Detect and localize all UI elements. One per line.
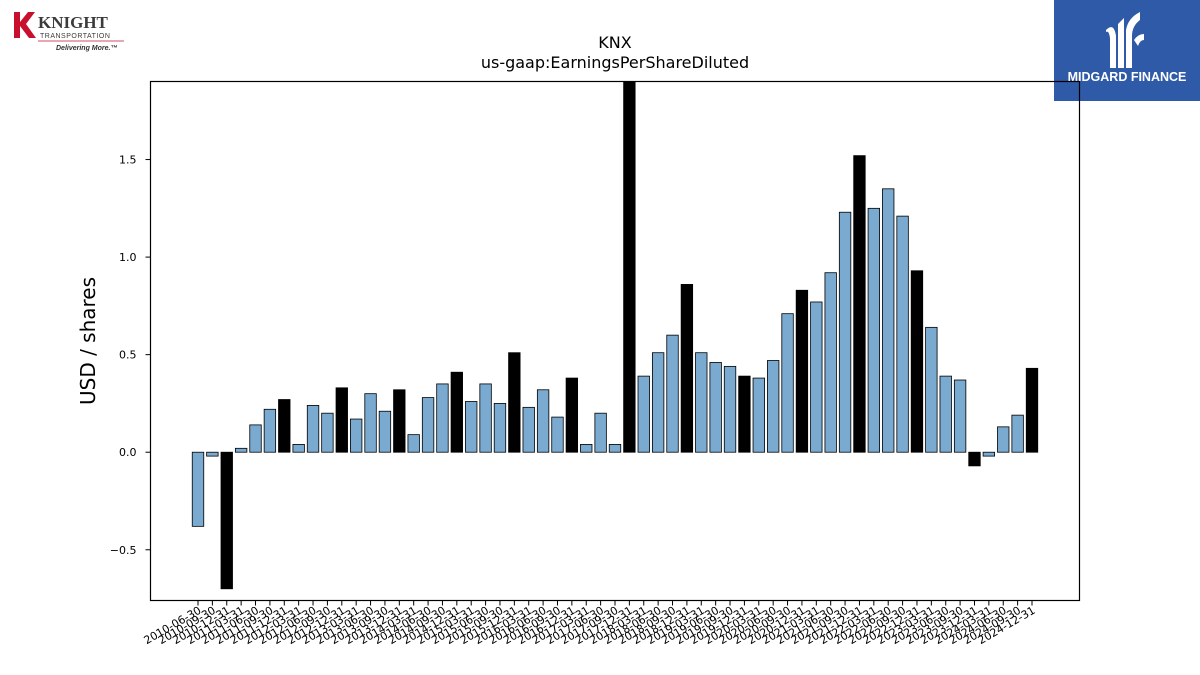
- chart-subtitle: us-gaap:EarningsPerShareDiluted: [481, 53, 749, 72]
- bar-annual: [220, 451, 233, 590]
- bar-quarterly: [479, 383, 492, 453]
- bar-annual: [623, 81, 636, 453]
- y-tick-label: 1.5: [119, 154, 137, 167]
- bar-quarterly: [781, 313, 794, 453]
- bar-annual: [278, 399, 291, 453]
- bar-quarterly: [407, 434, 420, 453]
- bar-quarterly: [350, 418, 363, 453]
- bar-quarterly: [421, 397, 435, 453]
- bar-annual: [968, 451, 981, 467]
- bar-series: [191, 81, 1039, 590]
- midgard-logo-mark: [1106, 12, 1144, 68]
- bar-quarterly: [364, 393, 377, 453]
- bar-quarterly: [436, 383, 449, 453]
- bar-quarterly: [637, 375, 650, 453]
- y-tick-label: −0.5: [110, 544, 137, 557]
- knight-logo-k-mark: [14, 12, 36, 38]
- bar-quarterly: [867, 207, 880, 453]
- bar-quarterly: [896, 215, 909, 453]
- bar-quarterly: [234, 447, 248, 453]
- bar-quarterly: [536, 389, 550, 453]
- y-tick-label: 0.0: [119, 446, 137, 459]
- knight-logo-brand: KNIGHT: [38, 13, 109, 32]
- bar-quarterly: [551, 416, 564, 453]
- bar-quarterly: [206, 451, 219, 457]
- bar-quarterly: [767, 360, 780, 453]
- bar-annual: [393, 389, 406, 453]
- y-axis-ticks: −0.5 0.0 0.5 1.0 1.5: [110, 154, 151, 557]
- bar-quarterly: [378, 410, 392, 453]
- y-tick-label: 1.0: [119, 251, 137, 264]
- bar-quarterly: [752, 377, 765, 453]
- midgard-logo-name: MIDGARD FINANCE: [1068, 70, 1187, 84]
- knight-logo-sub: TRANSPORTATION: [40, 33, 110, 40]
- bar-quarterly: [651, 352, 665, 453]
- bar-quarterly: [191, 451, 205, 527]
- bar-annual: [1025, 367, 1039, 453]
- bar-quarterly: [810, 301, 823, 453]
- knight-logo-tagline: Delivering More.™: [56, 45, 117, 52]
- bar-quarterly: [306, 404, 320, 453]
- bar-quarterly: [838, 211, 852, 453]
- bar-annual: [565, 377, 579, 453]
- bar-annual: [738, 375, 751, 453]
- bar-quarterly: [465, 401, 478, 453]
- bar-annual: [910, 270, 924, 453]
- bar-quarterly: [321, 412, 334, 453]
- bar-quarterly: [709, 362, 722, 453]
- bar-quarterly: [522, 406, 535, 453]
- bar-quarterly: [953, 379, 967, 453]
- midgard-finance-logo: MIDGARD FINANCE: [1054, 0, 1200, 101]
- bar-quarterly: [666, 334, 679, 453]
- bar-annual: [450, 371, 463, 453]
- knight-transportation-logo: KNIGHT TRANSPORTATION Delivering More.™: [10, 6, 130, 56]
- bar-quarterly: [1011, 414, 1024, 453]
- bar-annual: [680, 284, 694, 453]
- bar-quarterly: [580, 444, 593, 453]
- bar-quarterly: [925, 326, 938, 453]
- bar-annual: [853, 155, 866, 453]
- bar-quarterly: [695, 352, 708, 453]
- bar-annual: [335, 387, 348, 453]
- bar-annual: [508, 352, 521, 453]
- bar-quarterly: [608, 444, 622, 453]
- bar-quarterly: [939, 375, 952, 453]
- chart-title: KNX: [598, 33, 631, 52]
- bar-quarterly: [594, 412, 607, 453]
- bar-quarterly: [997, 426, 1010, 453]
- plot-frame: [149, 80, 1081, 602]
- bar-quarterly: [982, 451, 996, 457]
- x-axis-ticks: 2010-06-302010-09-302010-12-312011-03-31…: [142, 600, 1038, 647]
- bar-quarterly: [493, 403, 507, 453]
- bar-quarterly: [882, 188, 895, 453]
- bar-quarterly: [824, 272, 837, 453]
- y-tick-label: 0.5: [119, 349, 137, 362]
- y-axis-label: USD / shares: [76, 277, 100, 405]
- bar-quarterly: [292, 444, 305, 453]
- bar-quarterly: [249, 424, 262, 453]
- bar-quarterly: [723, 365, 737, 453]
- bar-annual: [795, 289, 809, 453]
- bar-quarterly: [263, 408, 277, 453]
